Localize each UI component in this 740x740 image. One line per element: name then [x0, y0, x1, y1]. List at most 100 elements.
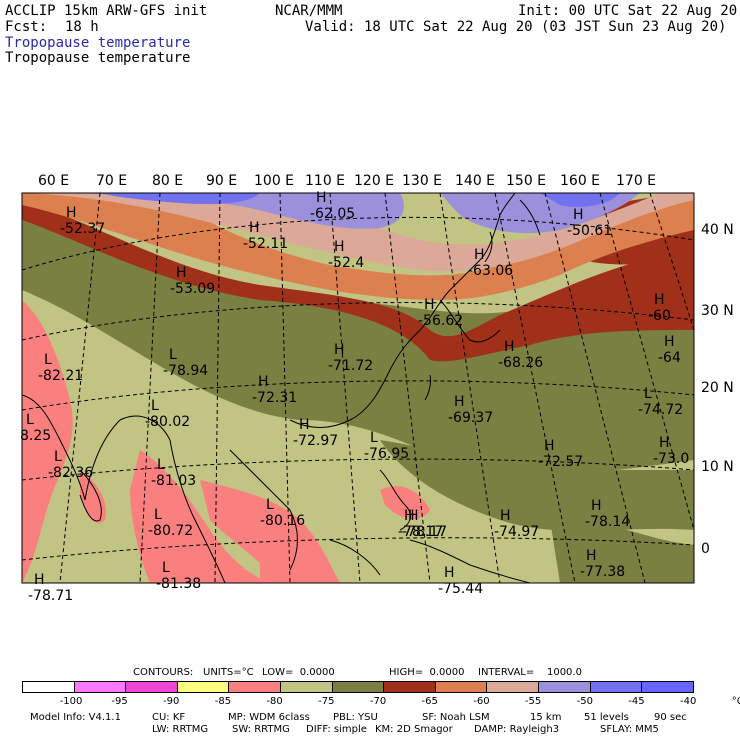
- legend-label: -85: [214, 696, 232, 707]
- longitude-label: 100 E: [254, 173, 294, 189]
- extrema-markers: H-52.37 H-52.11H-62.05H-52.4H-53.09H-63.0…: [20, 190, 689, 604]
- marker-letter: H: [249, 220, 260, 236]
- marker-value: -78.17: [402, 524, 447, 540]
- high-marker: H-68.26: [498, 339, 543, 371]
- marker-letter: H: [316, 190, 327, 206]
- high-marker: H-63.06: [468, 247, 513, 279]
- low-marker: L-80.02: [145, 398, 190, 430]
- marker-letter: H: [659, 435, 670, 451]
- high-marker: H-62.05: [310, 190, 355, 222]
- footer-item: DIFF: simple: [306, 724, 367, 735]
- marker-value: -75.44: [438, 581, 483, 597]
- longitude-label: 170 E: [616, 173, 656, 189]
- marker-letter: L: [266, 497, 274, 513]
- high-marker: H-78.14: [585, 498, 630, 530]
- legend-swatch: [539, 682, 591, 692]
- legend-label: -45: [628, 696, 645, 707]
- legend-label: -40: [680, 696, 697, 707]
- marker-value: -81.38: [156, 576, 201, 592]
- legend-label: -95: [111, 696, 128, 707]
- marker-letter: H: [424, 297, 435, 313]
- marker-value: -50.61: [567, 223, 612, 239]
- high-marker: H-75.44: [438, 565, 483, 597]
- marker-letter: H: [654, 292, 665, 308]
- model-title: ACCLIP 15km ARW-GFS init: [5, 3, 208, 19]
- low-marker: L-80.72: [148, 507, 193, 539]
- marker-value: -80.72: [148, 523, 193, 539]
- grid-lines: [22, 193, 694, 583]
- filled-field: [22, 193, 694, 583]
- low-marker: L-76.95: [364, 430, 409, 462]
- contours-interval: INTERVAL= 1000.0: [478, 667, 582, 678]
- high-marker: H-78.17: [398, 508, 443, 540]
- field-title-blue: Tropopause temperature: [5, 35, 191, 51]
- marker-letter: H: [34, 572, 45, 588]
- legend-swatch: [74, 682, 127, 692]
- footer-item: SF: Noah LSM: [422, 712, 490, 723]
- forecast-hour: 18 h: [65, 19, 99, 35]
- legend-label: -50: [576, 696, 593, 707]
- marker-value: -62.05: [310, 206, 355, 222]
- high-marker: H-71.72: [328, 342, 373, 374]
- marker-letter: H: [454, 394, 465, 410]
- latitude-labels: 40 N 30 N 20 N 10 N 0: [701, 222, 734, 557]
- marker-letter: H: [334, 342, 345, 358]
- footer-item: Model Info: V4.1.1: [30, 712, 121, 723]
- high-marker: H-60: [648, 292, 671, 324]
- marker-letter: H: [586, 548, 597, 564]
- valid-time: Valid: 18 UTC Sat 22 Aug 20 (03 JST Sun …: [305, 19, 727, 35]
- longitude-label: 80 E: [152, 173, 183, 189]
- high-marker: H-64: [658, 334, 681, 366]
- contours-low: LOW= 0.0000: [262, 667, 335, 678]
- footer-item: SFLAY: MM5: [600, 724, 659, 735]
- legend-label: -60: [473, 696, 490, 707]
- footer-item: SW: RRTMG: [232, 724, 290, 735]
- legend-swatch: [126, 682, 178, 692]
- center-name: NCAR/MMM: [275, 3, 343, 19]
- marker-letter: H: [591, 498, 602, 514]
- longitude-label: 60 E: [38, 173, 69, 189]
- legend-swatch: [332, 682, 385, 692]
- longitude-label: 130 E: [402, 173, 442, 189]
- longitude-label: 160 E: [560, 173, 600, 189]
- latitude-label: 30 N: [701, 303, 734, 319]
- longitude-label: 90 E: [206, 173, 237, 189]
- marker-letter: H: [176, 265, 187, 281]
- high-marker: H-78.17: [402, 508, 447, 540]
- legend-swatch: [487, 682, 540, 692]
- contours-high: HIGH= 0.0000: [389, 667, 465, 678]
- high-marker: H-78.71: [28, 572, 73, 604]
- marker-value: -81.03: [151, 473, 196, 489]
- footer-item: CU: KF: [152, 712, 186, 723]
- marker-value: -52.11: [243, 236, 288, 252]
- legend-swatch: [23, 682, 75, 692]
- low-marker: L-78.94: [163, 347, 208, 379]
- marker-value: -78.71: [28, 588, 73, 604]
- marker-value: -52.4: [328, 255, 364, 271]
- high-marker: H-53.09: [170, 265, 215, 297]
- marker-letter: H: [258, 374, 269, 390]
- low-marker: L-74.72: [638, 386, 683, 418]
- high-marker: H-52.37: [60, 205, 105, 237]
- marker-letter: L: [370, 430, 378, 446]
- latitude-label: 0: [701, 541, 710, 557]
- marker-value: -78.94: [163, 363, 208, 379]
- marker-value: -56.62: [418, 313, 463, 329]
- marker-letter: H: [504, 339, 515, 355]
- init-time: Init: 00 UTC Sat 22 Aug 20: [518, 3, 738, 19]
- legend-label: -100: [59, 696, 83, 707]
- marker-value: -77.38: [580, 564, 625, 580]
- marker-value: -74.97: [494, 524, 539, 540]
- legend-swatch: [229, 682, 282, 692]
- marker-value: -68.26: [498, 355, 543, 371]
- marker-letter: L: [151, 398, 159, 414]
- high-marker: H-72.97: [293, 417, 338, 449]
- high-marker: H-72.31: [252, 374, 297, 406]
- marker-value: -80.16: [260, 513, 305, 529]
- low-marker: L-81.38: [156, 560, 201, 592]
- footer-item: KM: 2D Smagor: [375, 724, 453, 735]
- high-marker: H-52.4: [328, 239, 364, 271]
- map-frame: [21, 192, 695, 584]
- marker-letter: L: [162, 560, 170, 576]
